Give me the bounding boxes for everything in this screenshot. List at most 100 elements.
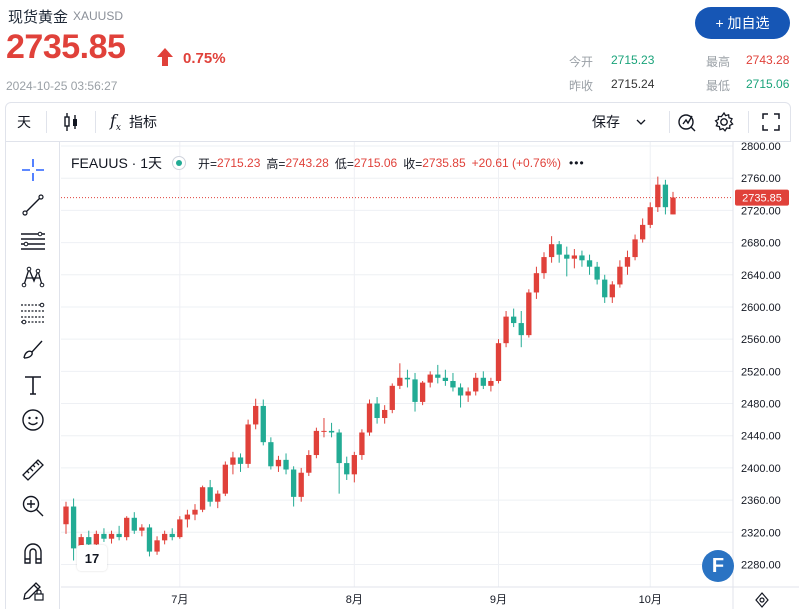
candle-body bbox=[419, 382, 426, 402]
open-value: 2715.23 bbox=[611, 53, 655, 67]
y-tick-label: 2600.00 bbox=[741, 302, 781, 314]
last-price-tag-label: 2735.85 bbox=[742, 193, 782, 205]
candle-body bbox=[336, 432, 342, 464]
candle-body bbox=[161, 533, 168, 541]
horizontal-lines-icon[interactable] bbox=[18, 226, 48, 256]
candle-body bbox=[101, 533, 107, 539]
candle-body bbox=[435, 374, 441, 378]
legend-open-value: 2715.23 bbox=[217, 156, 261, 170]
candle-body bbox=[541, 257, 547, 274]
crosshair-icon[interactable] bbox=[18, 155, 48, 185]
y-tick-label: 2720.00 bbox=[741, 205, 781, 217]
candle-body bbox=[397, 377, 403, 386]
ruler-icon[interactable] bbox=[18, 455, 48, 485]
open-label: 今开 bbox=[569, 55, 594, 69]
candle-body bbox=[86, 537, 92, 545]
x-tick-label: 8月 bbox=[346, 594, 363, 606]
interval-selector[interactable]: 天 bbox=[17, 114, 31, 130]
timestamp: 2024-10-25 03:56:27 bbox=[6, 79, 118, 93]
fullscreen-icon[interactable] bbox=[761, 103, 781, 141]
candle-body bbox=[579, 255, 585, 261]
y-tick-label: 2520.00 bbox=[741, 366, 781, 378]
candle-body bbox=[184, 514, 191, 520]
y-tick-label: 2760.00 bbox=[741, 173, 781, 185]
candle-body bbox=[480, 377, 486, 386]
high-value: 2743.28 bbox=[746, 53, 790, 67]
chart-canvas[interactable]: 2280.00 2320.00 2360.00 2400.00 2440.00 2480.… bbox=[61, 141, 799, 609]
pattern-icon[interactable] bbox=[18, 262, 48, 292]
legend-change: +20.61 (+0.76%) bbox=[471, 156, 562, 170]
candle-body bbox=[366, 403, 373, 433]
zoom-in-icon[interactable] bbox=[18, 491, 48, 521]
candle-body bbox=[594, 266, 600, 280]
candle-body bbox=[404, 377, 411, 380]
pencil-lock-icon[interactable] bbox=[18, 575, 48, 605]
emoji-icon[interactable] bbox=[18, 405, 48, 435]
candle-body bbox=[359, 432, 365, 456]
candle-body bbox=[662, 184, 669, 208]
indicators-label: 指标 bbox=[129, 114, 157, 130]
candle-body bbox=[564, 254, 570, 259]
y-tick-label: 2320.00 bbox=[741, 527, 781, 539]
candle-body bbox=[131, 517, 137, 531]
candle-body bbox=[222, 464, 228, 494]
candle-body bbox=[427, 374, 433, 383]
save-button[interactable]: 保存 bbox=[592, 103, 646, 141]
chart-legend: FEAUUS · 1天 开= 2715.23 高= 2743.28 低= 2715.0… bbox=[71, 153, 585, 173]
price-chart[interactable]: 2280.00 2320.00 2360.00 2400.00 2440.00 2480.… bbox=[61, 141, 799, 609]
indicators-button[interactable]: fx 指标 bbox=[110, 103, 157, 141]
legend-close-key: 收= bbox=[403, 156, 423, 171]
candle-body bbox=[624, 257, 631, 267]
instrument-name: 现货黄金 bbox=[8, 9, 69, 26]
candle-body bbox=[495, 343, 502, 381]
candle-body bbox=[351, 455, 357, 475]
candle-body bbox=[298, 472, 304, 497]
fib-levels-icon[interactable] bbox=[18, 298, 48, 328]
last-price-tag bbox=[735, 189, 789, 206]
text-tool-icon[interactable] bbox=[18, 370, 48, 400]
candle-body bbox=[124, 517, 130, 538]
candle-body bbox=[548, 244, 555, 258]
trend-line-icon[interactable] bbox=[18, 190, 48, 220]
candle-body bbox=[389, 385, 395, 410]
candle-body bbox=[177, 519, 183, 538]
y-tick-label: 2560.00 bbox=[741, 334, 781, 346]
candle-body bbox=[306, 455, 312, 473]
y-tick-label: 2640.00 bbox=[741, 270, 781, 282]
brush-icon[interactable] bbox=[18, 335, 48, 365]
candle-body bbox=[488, 380, 494, 386]
candle-body bbox=[146, 527, 153, 552]
candlestick-type-icon[interactable] bbox=[62, 103, 80, 141]
tradingview-logo-icon[interactable]: 17 bbox=[77, 545, 107, 571]
candle-body bbox=[328, 430, 335, 433]
y-tick-label: 2800.00 bbox=[741, 142, 781, 153]
more-dots-icon[interactable]: ••• bbox=[569, 156, 585, 170]
magnet-icon[interactable] bbox=[18, 539, 48, 569]
gear-icon[interactable] bbox=[713, 103, 735, 141]
candle-body bbox=[556, 244, 562, 255]
y-tick-label: 2480.00 bbox=[741, 399, 781, 411]
add-to-watchlist-button[interactable]: + 加自选 bbox=[695, 7, 790, 39]
candle-body bbox=[268, 442, 274, 467]
high-label: 最高 bbox=[706, 55, 731, 69]
candle-body bbox=[321, 430, 327, 432]
candle-body bbox=[632, 239, 638, 258]
last-price: 2735.85 bbox=[6, 28, 126, 66]
candle-body bbox=[313, 430, 320, 456]
candle-body bbox=[609, 284, 615, 298]
legend-low-value: 2715.06 bbox=[353, 156, 398, 170]
candle-body bbox=[602, 279, 608, 298]
scale-settings-icon[interactable] bbox=[754, 592, 770, 608]
candle-body bbox=[344, 463, 350, 475]
candle-body bbox=[139, 527, 145, 531]
drawing-toolbar bbox=[5, 142, 60, 609]
low-label: 最低 bbox=[706, 79, 731, 93]
alert-icon[interactable] bbox=[676, 103, 698, 141]
candle-body bbox=[253, 405, 259, 425]
candle-body bbox=[260, 405, 266, 443]
x-tick-label: 9月 bbox=[490, 594, 507, 606]
candle-body bbox=[647, 207, 653, 225]
candle-body bbox=[275, 459, 282, 467]
brand-logo-icon: F bbox=[702, 550, 734, 582]
